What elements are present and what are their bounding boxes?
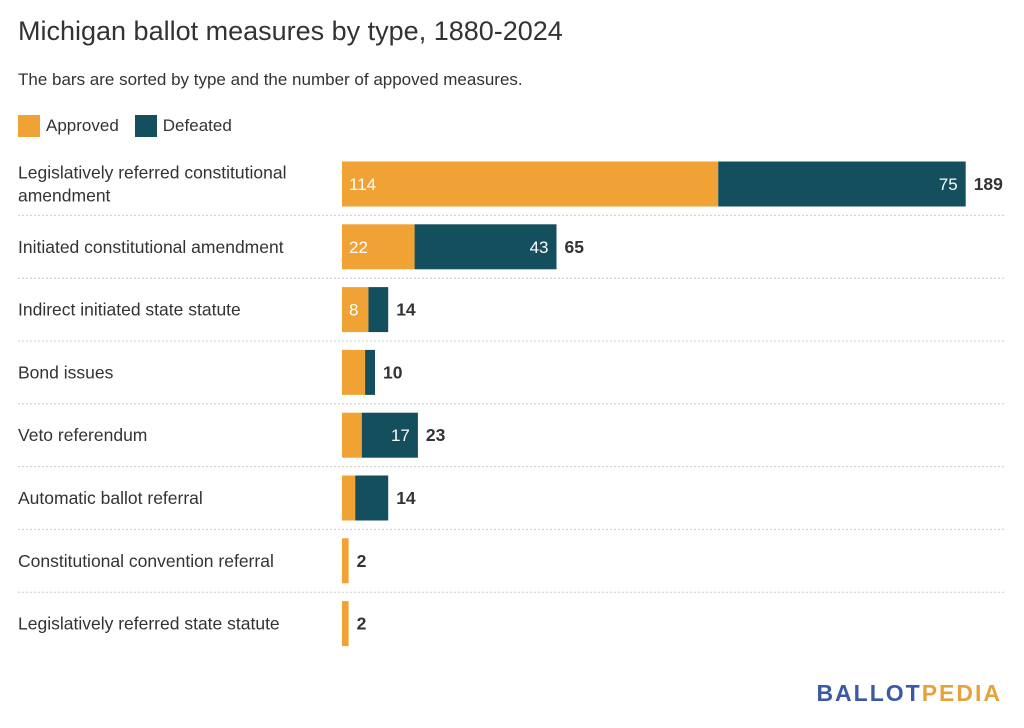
bar-label-approved: 114 [349,175,376,194]
category-label-line: Legislatively referred constitutional [18,163,286,183]
category-label: Initiated constitutional amendment [18,237,284,257]
logo-text-pedia: PEDIA [921,680,1002,706]
bar-total-label: 2 [357,551,367,571]
bar-label-defeated: 43 [530,238,549,257]
bar-total-label: 23 [426,425,446,445]
bar-total-label: 189 [974,174,1003,194]
bar-approved [342,161,719,207]
bar-total-label: 14 [396,488,416,508]
bar-defeated [718,161,966,207]
bar-total-label: 14 [396,300,416,320]
bar-approved [342,475,356,521]
bar-total-label: 65 [565,237,585,257]
bar-defeated [361,412,418,458]
chart-title: Michigan ballot measures by type, 1880-2… [18,16,563,46]
category-label-line: Indirect initiated state statute [18,300,241,320]
bar-approved [342,224,415,270]
bar-defeated [365,349,375,395]
category-label: Legislatively referred state statute [18,614,280,634]
bar-label-approved: 22 [349,238,368,257]
legend-label-defeated: Defeated [162,116,232,135]
legend-label-approved: Approved [46,116,119,135]
legend: Approved Defeated [18,115,248,137]
bar-label-defeated: 75 [939,175,958,194]
category-label: Bond issues [18,362,114,382]
bar-approved [342,601,349,647]
category-label: Indirect initiated state statute [18,300,241,320]
category-label-line: amendment [18,186,111,206]
legend-swatch-approved [18,115,40,137]
legend-item-defeated: Defeated [134,115,232,137]
bar-approved [342,287,369,333]
legend-swatch-defeated [134,115,157,137]
bar-total-label: 2 [357,614,367,634]
bar-label-defeated: 17 [391,426,410,445]
bar-defeated [355,475,389,521]
bar-total-label: 10 [383,362,403,382]
category-label-line: Bond issues [18,362,114,382]
category-label: Legislatively referred constitutional ame… [18,163,286,206]
bar-approved [342,412,362,458]
category-label-line: Initiated constitutional amendment [18,237,284,257]
category-label: Veto referendum [18,425,147,445]
bar-approved [342,349,366,395]
bar-chart: Legislatively referred constitutional ame… [18,161,1006,647]
bar-label-approved: 8 [349,301,358,320]
category-label-line: Veto referendum [18,425,147,445]
bar-defeated [414,224,557,270]
chart-subtitle: The bars are sorted by type and the numb… [18,70,523,89]
logo-text-ballot: BALLOT [816,680,922,706]
category-label: Constitutional convention referral [18,551,274,571]
legend-item-approved: Approved [18,115,119,137]
ballotpedia-logo: BALLOTPEDIA [816,680,1002,707]
category-label-line: Automatic ballot referral [18,488,203,508]
category-label-line: Constitutional convention referral [18,551,274,571]
bar-approved [342,538,349,584]
category-label: Automatic ballot referral [18,488,203,508]
category-label-line: Legislatively referred state statute [18,614,280,634]
bar-defeated [368,287,389,333]
